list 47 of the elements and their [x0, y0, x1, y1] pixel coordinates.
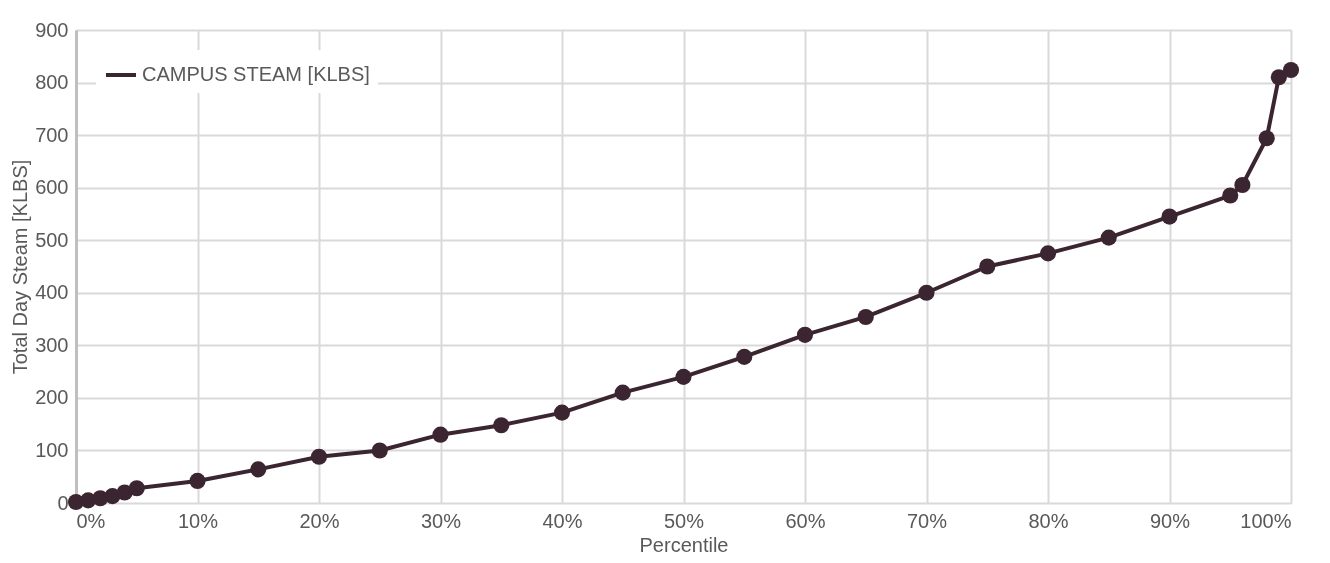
point — [1100, 229, 1117, 246]
point — [189, 472, 206, 489]
point — [1161, 208, 1178, 225]
x-tick-label: 20% — [299, 509, 340, 532]
point — [371, 442, 388, 459]
point — [614, 384, 631, 401]
point — [796, 326, 814, 343]
y-tick-label: 600 — [35, 176, 69, 199]
point — [675, 368, 692, 385]
x-tick-label: 80% — [1028, 509, 1069, 532]
y-tick-label: 800 — [35, 71, 69, 94]
y-tick-label: 400 — [35, 281, 69, 304]
y-tick-label: 300 — [35, 333, 69, 356]
point — [1234, 176, 1251, 194]
y-tick-label: 900 — [35, 18, 69, 41]
x-tick-label: 60% — [785, 509, 826, 532]
point — [553, 404, 571, 421]
y-tick-label: 200 — [35, 386, 69, 409]
legend-label: CAMPUS STEAM [KLBS] — [142, 63, 370, 85]
x-tick-label: 50% — [663, 509, 705, 532]
x-tick-label: 0% — [76, 509, 106, 532]
y-tick-label: 100 — [35, 438, 69, 461]
y-axis-title: Total Day Steam [KLBS] — [9, 159, 32, 375]
x-axis-title: Percentile — [639, 533, 729, 556]
y-tick-label: 500 — [35, 228, 69, 251]
point — [1270, 69, 1287, 86]
x-tick-label: 70% — [906, 509, 948, 532]
point — [310, 448, 328, 465]
point — [250, 461, 267, 478]
point — [1258, 130, 1275, 147]
x-tick-label: 40% — [542, 509, 583, 532]
x-tick-label: 10% — [177, 509, 219, 532]
point — [1039, 245, 1057, 262]
x-tick-label: 90% — [1149, 509, 1191, 532]
point — [1282, 61, 1300, 78]
point — [432, 426, 449, 443]
point — [736, 348, 753, 365]
x-tick-label: 100% — [1240, 509, 1292, 532]
point — [979, 258, 996, 275]
y-tick-label: 700 — [35, 123, 69, 146]
y-tick-label: 0 — [57, 491, 69, 514]
point — [857, 308, 874, 325]
point — [493, 417, 510, 434]
point — [1222, 187, 1239, 204]
point — [128, 480, 145, 497]
point — [918, 284, 935, 301]
x-tick-label: 30% — [420, 509, 462, 532]
